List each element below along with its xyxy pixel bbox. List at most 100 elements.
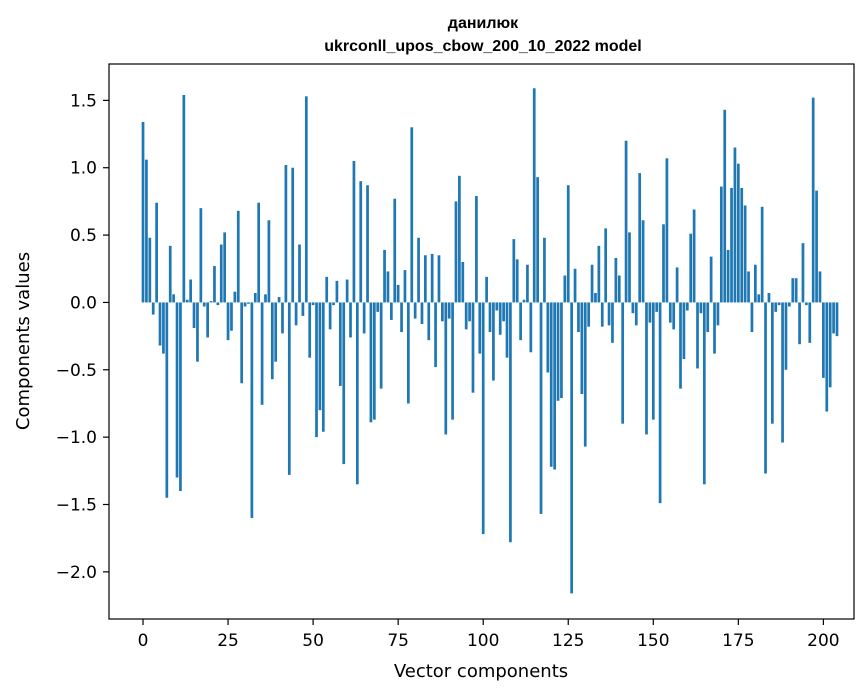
bar-203 — [832, 302, 835, 334]
bar-18 — [202, 302, 206, 307]
bar-2 — [148, 237, 152, 303]
bar-39 — [274, 302, 278, 362]
bar-44 — [291, 167, 295, 303]
bar-112 — [522, 299, 526, 303]
bar-139 — [614, 257, 618, 303]
bar-138 — [611, 302, 614, 343]
x-tick-label-200: 200 — [807, 631, 839, 651]
bar-49 — [308, 302, 312, 358]
bar-124 — [563, 275, 567, 303]
bar-77 — [403, 270, 407, 303]
bar-115 — [532, 88, 536, 303]
y-tick-label-5: 0.5 — [70, 226, 97, 246]
bar-19 — [206, 302, 210, 338]
bar-137 — [607, 302, 611, 326]
bars-group — [141, 88, 839, 594]
bar-54 — [325, 276, 329, 303]
bar-90 — [447, 302, 451, 319]
bar-42 — [284, 165, 288, 303]
bar-20 — [209, 301, 213, 303]
bar-126 — [570, 302, 574, 594]
bar-74 — [393, 198, 397, 303]
bar-159 — [682, 302, 686, 360]
bar-22 — [216, 302, 220, 306]
bar-89 — [444, 302, 448, 435]
bar-36 — [264, 294, 267, 303]
bar-191 — [791, 278, 795, 303]
bar-66 — [366, 185, 369, 303]
y-axis-label: Components values — [13, 252, 34, 430]
x-tick-label-50: 50 — [302, 631, 324, 651]
bar-38 — [270, 302, 274, 380]
bar-64 — [359, 181, 363, 303]
bar-94 — [461, 262, 465, 303]
bar-185 — [771, 302, 774, 424]
bar-82 — [420, 302, 424, 324]
bar-0 — [141, 121, 145, 303]
bar-95 — [464, 302, 468, 330]
bar-175 — [736, 163, 740, 303]
bar-13 — [185, 299, 189, 303]
bar-75 — [396, 284, 400, 303]
bar-110 — [515, 259, 519, 303]
bar-23 — [219, 244, 223, 303]
bar-121 — [553, 302, 556, 470]
bar-140 — [617, 275, 621, 303]
bar-93 — [458, 175, 461, 303]
bar-179 — [750, 302, 754, 333]
bar-71 — [383, 249, 386, 303]
bar-200 — [822, 302, 825, 378]
bar-133 — [594, 293, 597, 303]
bar-84 — [427, 302, 431, 341]
bar-100 — [481, 302, 485, 535]
bar-97 — [471, 302, 475, 393]
bar-16 — [196, 302, 199, 362]
bar-92 — [454, 201, 458, 303]
y-tick-label-0: −2.0 — [56, 563, 97, 583]
bar-148 — [645, 302, 648, 435]
bar-53 — [321, 302, 325, 432]
bar-162 — [692, 209, 696, 303]
bar-1 — [145, 159, 148, 303]
bar-186 — [774, 302, 778, 312]
bar-174 — [733, 147, 737, 303]
bar-102 — [488, 302, 492, 333]
bar-151 — [655, 302, 659, 312]
bar-108 — [509, 302, 512, 543]
bar-204 — [835, 302, 839, 337]
bar-181 — [757, 294, 761, 303]
bar-101 — [485, 276, 488, 303]
plot-frame — [108, 63, 855, 620]
bar-165 — [702, 302, 706, 485]
bar-182 — [760, 206, 764, 303]
bar-150 — [651, 302, 655, 420]
x-axis: 0 25 50 75 100 125 150 175 200 — [138, 619, 840, 651]
bar-116 — [536, 177, 539, 303]
bar-85 — [430, 253, 434, 303]
bar-123 — [560, 302, 563, 399]
bar-70 — [379, 302, 383, 389]
x-tick-label-0: 0 — [138, 631, 149, 651]
bar-96 — [468, 302, 471, 322]
bar-9 — [172, 294, 175, 303]
bar-171 — [723, 109, 727, 303]
bar-192 — [794, 278, 798, 303]
bar-14 — [189, 279, 192, 303]
bar-35 — [260, 302, 264, 405]
bar-12 — [182, 94, 186, 303]
bar-105 — [498, 302, 502, 335]
bar-176 — [740, 187, 744, 303]
bar-197 — [811, 97, 815, 303]
bar-155 — [668, 302, 672, 323]
bar-31 — [247, 302, 250, 304]
bar-122 — [556, 302, 560, 401]
bar-60 — [345, 279, 349, 303]
y-tick-label-7: 1.5 — [70, 91, 97, 111]
y-tick-label-1: −1.5 — [56, 495, 97, 515]
y-tick-label-2: −1.0 — [56, 428, 97, 448]
bar-6 — [162, 302, 165, 354]
bar-125 — [566, 185, 570, 303]
x-tick-label-175: 175 — [722, 631, 754, 651]
bar-143 — [628, 232, 631, 303]
